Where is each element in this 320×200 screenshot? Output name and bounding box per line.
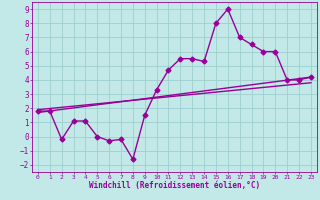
X-axis label: Windchill (Refroidissement éolien,°C): Windchill (Refroidissement éolien,°C) xyxy=(89,181,260,190)
